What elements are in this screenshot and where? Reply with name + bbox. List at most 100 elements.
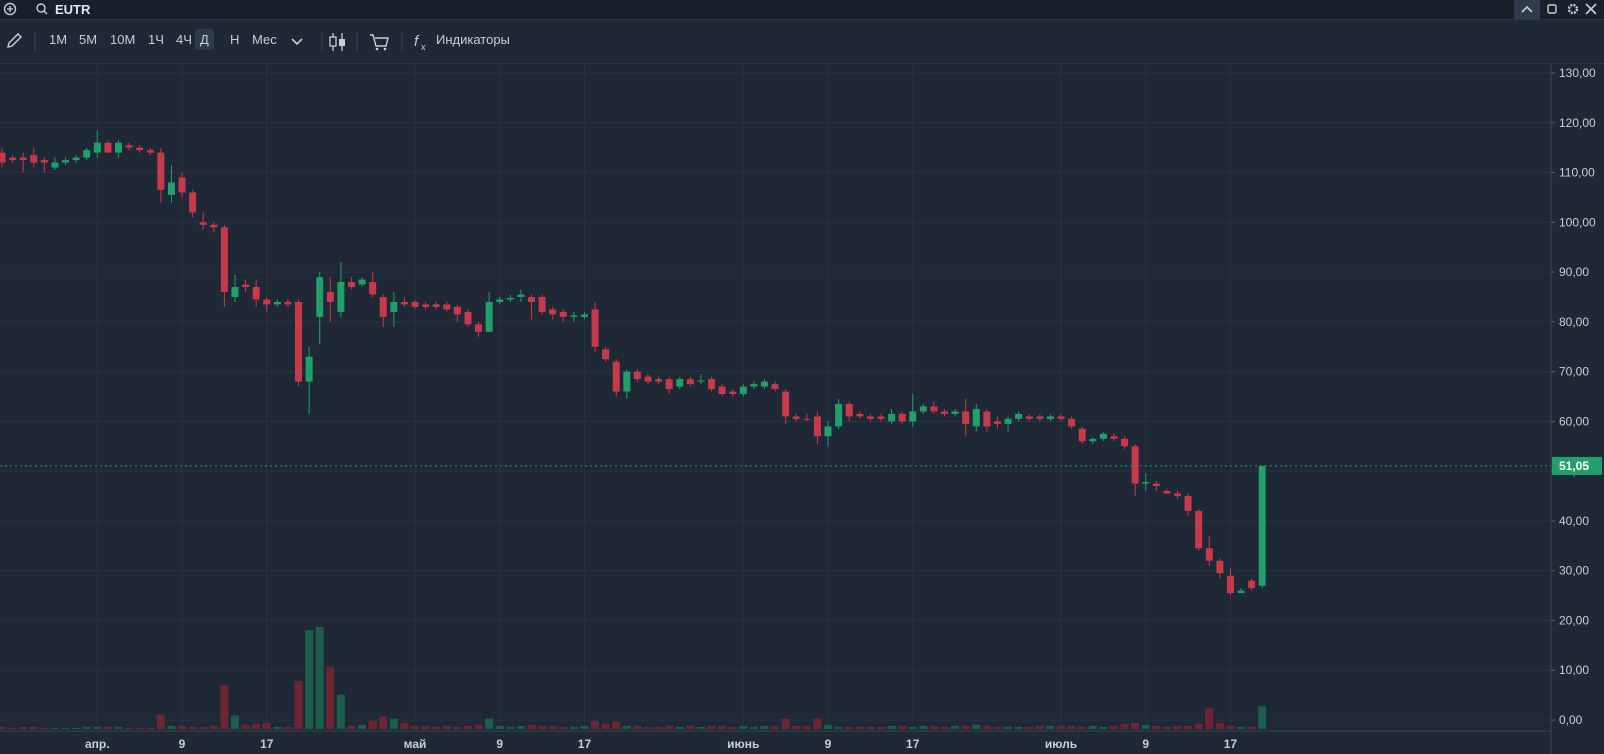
volume-bar (1067, 725, 1076, 729)
candle-body (909, 411, 917, 422)
x-tick-label: 9 (825, 737, 832, 751)
volume-bar (898, 725, 907, 729)
interval-button[interactable]: Д (195, 29, 214, 50)
volume-bar (283, 726, 292, 729)
interval-button[interactable]: 5М (79, 32, 98, 47)
candle-body (941, 411, 949, 414)
interval-button[interactable]: 1М (49, 32, 68, 47)
candle-body (697, 380, 705, 382)
candle-body (1025, 416, 1033, 419)
y-tick-label: 20,00 (1559, 613, 1589, 627)
volume-bar (1131, 722, 1140, 729)
volume-bar (273, 726, 282, 729)
interval-button[interactable]: Н (230, 32, 240, 47)
volume-bar (50, 727, 59, 729)
last-price-label: 51,05 (1559, 459, 1589, 473)
interval-button[interactable]: 4Ч (176, 32, 192, 47)
candle-body (1004, 418, 1012, 424)
volume-bar (358, 724, 367, 729)
volume-bar (686, 725, 695, 729)
volume-bar (919, 725, 928, 729)
volume-bar (728, 726, 737, 729)
symbol[interactable]: EUTR (55, 2, 91, 17)
volume-bar (707, 725, 716, 729)
volume-bar (1099, 726, 1108, 729)
volume-bar (135, 727, 144, 729)
candle-body (803, 418, 811, 420)
candle-body (1258, 465, 1266, 586)
candle-body (1078, 428, 1086, 442)
candle-body (125, 145, 133, 148)
volume-bar (368, 720, 377, 729)
candle-body (665, 379, 673, 390)
volume-bar (82, 726, 91, 729)
candle-body (623, 371, 631, 392)
candle-body (676, 379, 684, 387)
interval-button[interactable]: 10М (110, 32, 136, 47)
volume-bar (1120, 723, 1129, 729)
volume-bar (718, 725, 727, 729)
volume-bar (315, 627, 324, 729)
candle-body (951, 411, 959, 414)
candle-body (1184, 496, 1192, 511)
interval-button[interactable]: 1Ч (148, 32, 164, 47)
candle-body (517, 294, 525, 297)
volume-bar (61, 727, 70, 729)
candle-body (591, 309, 599, 347)
candle-body (252, 287, 260, 300)
candle-body (114, 142, 122, 153)
candle-body (390, 301, 398, 312)
volume-bar (1035, 725, 1044, 729)
volume-bar (8, 727, 17, 729)
volume-bar (940, 726, 949, 729)
volume-bar (19, 726, 28, 729)
candle-body (475, 324, 483, 332)
volume-bar (262, 722, 271, 729)
volume-bar (527, 724, 536, 729)
volume-bar (156, 714, 165, 729)
volume-bar (961, 725, 970, 729)
volume-bar (0, 726, 6, 729)
candle-body (1226, 575, 1234, 594)
candle-body (369, 282, 377, 295)
candle-body (40, 160, 48, 163)
volume-bar (252, 723, 261, 729)
volume-bar (421, 725, 430, 729)
candle-body (919, 406, 927, 412)
y-tick-label: 80,00 (1559, 315, 1589, 329)
volume-bar (612, 721, 621, 729)
volume-bar (220, 685, 229, 729)
candle-body (231, 287, 239, 297)
indicators-button[interactable]: Индикаторы (436, 32, 510, 47)
title-icons (3, 0, 1597, 19)
candle-body (1131, 446, 1139, 484)
volume-bar (665, 725, 674, 729)
candle-body (1173, 493, 1181, 497)
candle-body (528, 296, 535, 302)
candle-body (9, 157, 17, 161)
volume-bar (495, 725, 504, 729)
candle-body (750, 384, 758, 387)
candle-body (1121, 438, 1129, 447)
title-bar: EUTR (0, 0, 1604, 20)
candle-body (655, 379, 663, 382)
volume-bar (411, 725, 420, 729)
candle-body (51, 162, 59, 168)
y-tick-label: 120,00 (1559, 116, 1596, 130)
candle-body (220, 227, 228, 292)
volume-bar (771, 725, 780, 729)
volume-bar (389, 718, 398, 729)
candle-body (877, 416, 885, 419)
volume-bar (29, 726, 38, 729)
y-tick-label: 40,00 (1559, 514, 1589, 528)
volume-bar (1057, 725, 1065, 729)
interval-button[interactable]: Мес (252, 32, 277, 47)
volume-bar (876, 726, 885, 729)
volume-bar (241, 724, 250, 729)
candle-body (400, 301, 408, 305)
candle-body (1046, 416, 1054, 419)
candle-body (432, 304, 440, 307)
volume-bar (601, 723, 610, 729)
